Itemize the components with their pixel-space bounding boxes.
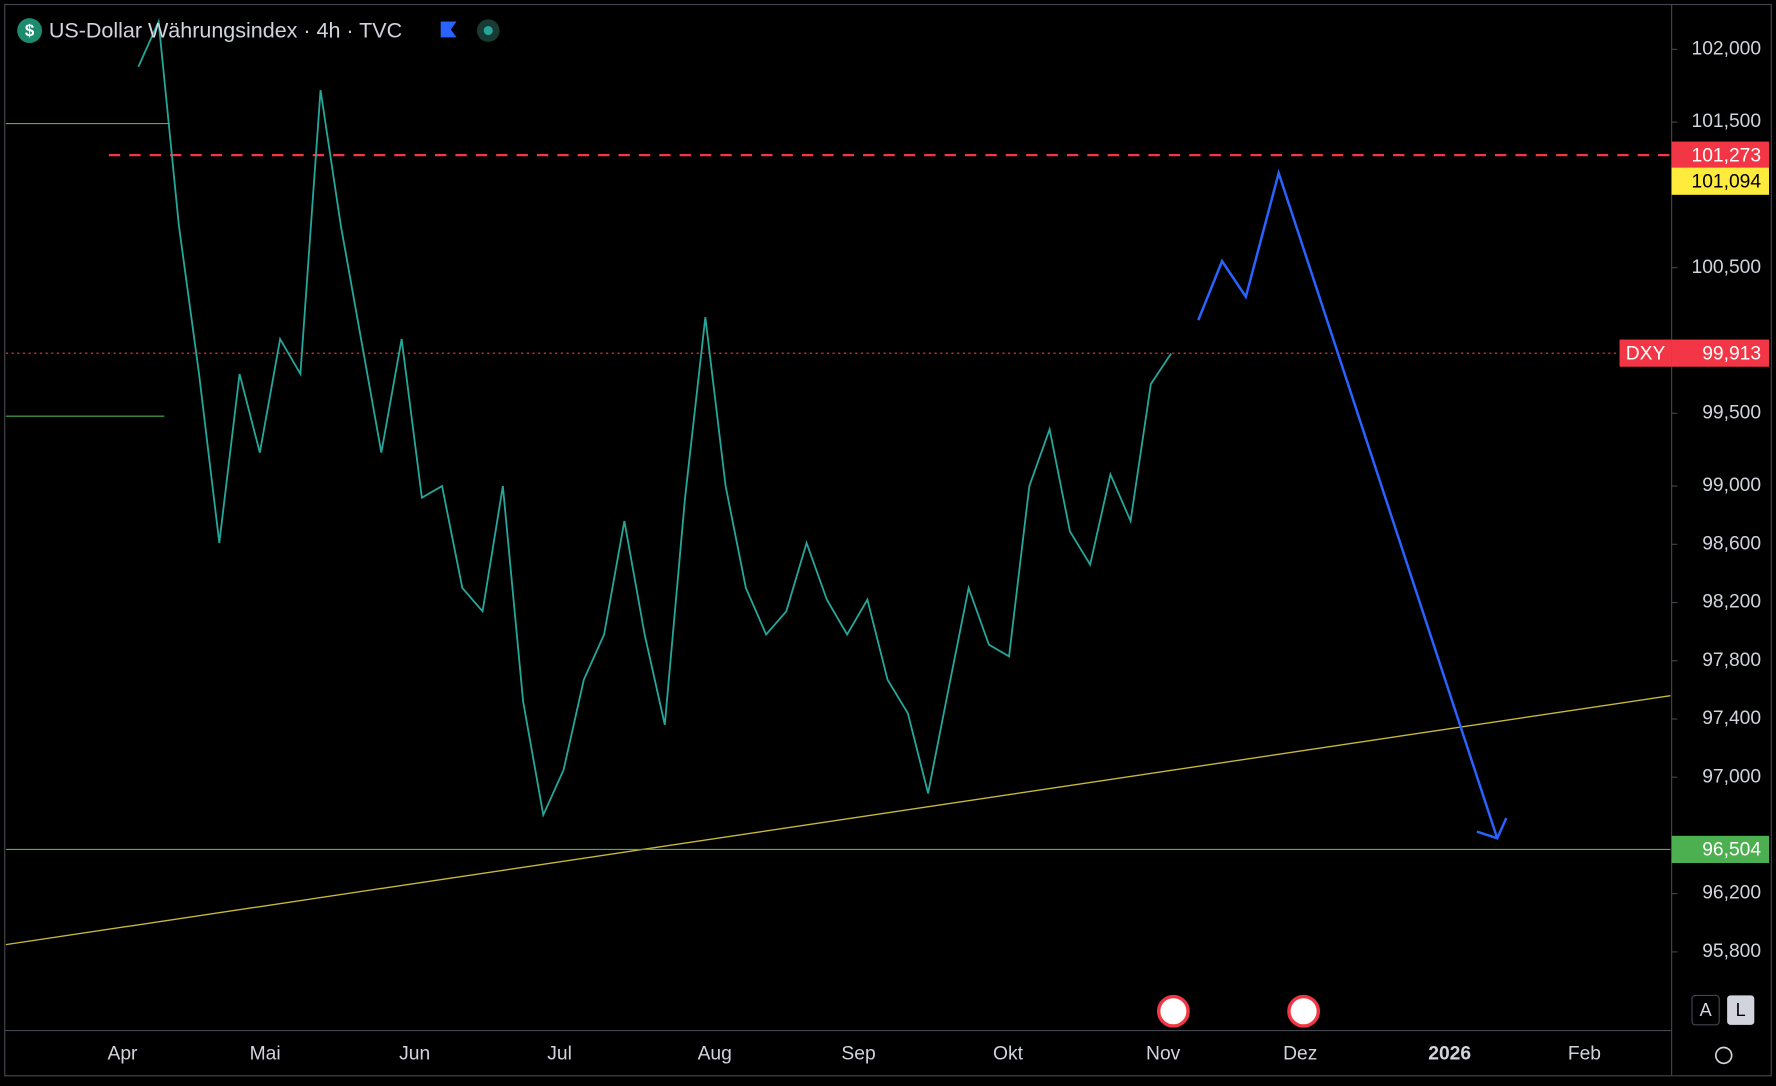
price-line — [137, 18, 1172, 819]
settings-icon[interactable] — [1714, 1046, 1733, 1065]
y-tick-label: 95,800 — [1702, 941, 1761, 962]
scale-buttons: A L — [1691, 994, 1755, 1065]
event-icon[interactable] — [1156, 994, 1190, 1028]
y-tick-label: 101,500 — [1692, 111, 1762, 132]
x-tick-label: Nov — [1146, 1043, 1181, 1064]
y-tick-label: 96,200 — [1702, 883, 1761, 904]
price-label: 99,913 — [1702, 343, 1761, 364]
x-tick-label: Dez — [1283, 1043, 1317, 1064]
y-tick-label: 98,200 — [1702, 592, 1761, 613]
trendline — [5, 695, 1671, 946]
y-tick-label: 100,500 — [1692, 257, 1762, 278]
header: $ US-Dollar Währungsindex · 4h · TVC — [17, 18, 500, 44]
y-tick-label: 99,500 — [1702, 402, 1761, 423]
x-tick-label: Okt — [993, 1043, 1024, 1064]
price-label-box — [1671, 141, 1770, 169]
y-tick-label: 97,800 — [1702, 650, 1761, 671]
x-tick-label: Jun — [399, 1043, 430, 1064]
x-tick-label: Feb — [1568, 1043, 1601, 1064]
y-tick-label: 99,000 — [1702, 475, 1761, 496]
y-tick-label: 98,600 — [1702, 533, 1761, 554]
auto-scale-text: A — [1700, 1000, 1713, 1020]
status-dot — [483, 26, 493, 36]
y-tick-label: 97,400 — [1702, 708, 1761, 729]
price-label: 101,094 — [1692, 171, 1762, 192]
projection-path — [1197, 168, 1499, 839]
symbol-tag: DXY — [1626, 343, 1666, 364]
price-label: 96,504 — [1702, 840, 1761, 861]
x-tick-label: Sep — [841, 1043, 875, 1064]
auto-scale-button[interactable] — [1691, 994, 1720, 1026]
flag-icon[interactable] — [440, 21, 457, 38]
price-label-box — [1671, 339, 1770, 367]
plot: 102,000 101,500 100,500 99,500 99,000 98,600 9… — [5, 18, 1762, 1064]
chart-title: US-Dollar Währungsindex · 4h · TVC — [49, 18, 402, 42]
price-label-box — [1671, 835, 1770, 864]
log-scale-button[interactable] — [1727, 995, 1755, 1025]
x-tick-label: Aug — [698, 1043, 732, 1064]
price-label: 101,273 — [1692, 145, 1762, 166]
event-icons — [1156, 994, 1321, 1028]
event-icon[interactable] — [1287, 994, 1321, 1028]
x-tick-label: Jul — [547, 1043, 572, 1064]
y-tick-label: 97,000 — [1702, 766, 1761, 787]
x-tick-label: Apr — [107, 1043, 138, 1064]
price-label-box — [1671, 167, 1770, 195]
frame — [4, 3, 1772, 1077]
symbol-icon — [17, 18, 43, 44]
x-tick-label: Mai — [250, 1043, 281, 1064]
x-tick-label: 2026 — [1428, 1043, 1471, 1064]
log-scale-text: L — [1736, 1000, 1746, 1020]
symbol-tag-box — [1619, 339, 1672, 367]
y-tick-label: 102,000 — [1692, 38, 1762, 59]
projection-arrowhead — [1476, 817, 1508, 840]
symbol-icon-text: $ — [25, 21, 35, 40]
